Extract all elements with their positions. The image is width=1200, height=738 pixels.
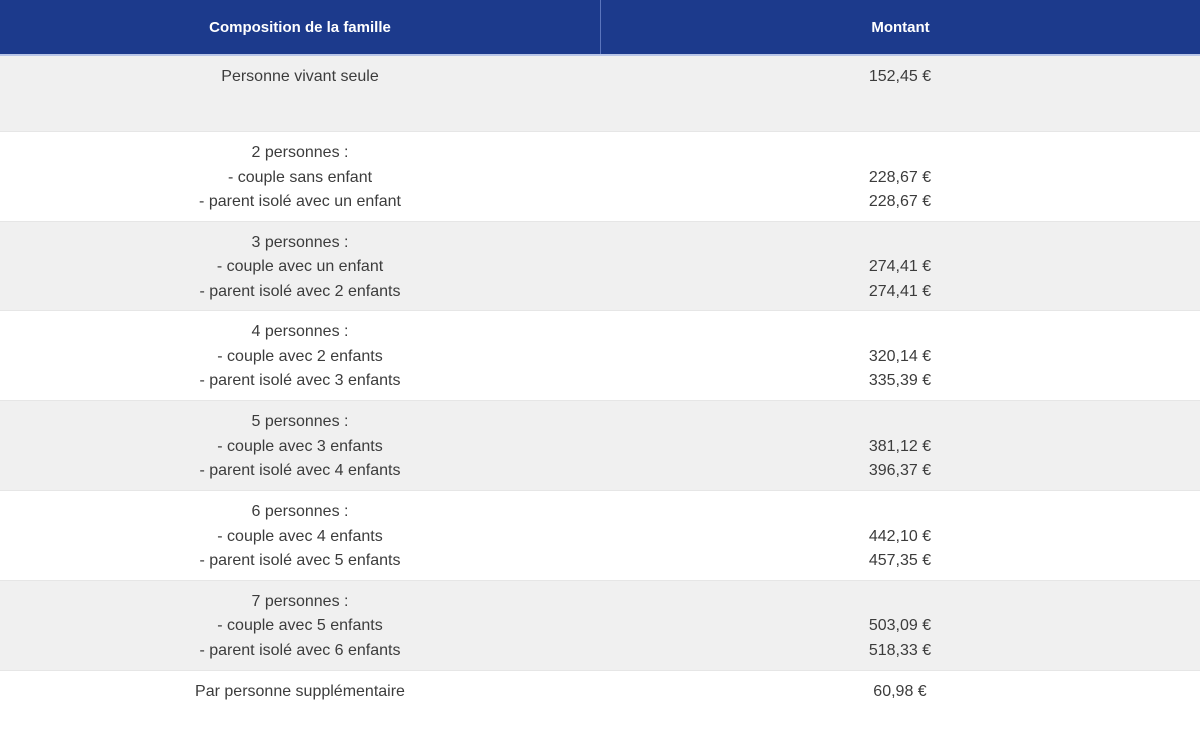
amount-line: 152,45 € [868, 68, 932, 85]
amount-line: 335,39 € [868, 372, 932, 389]
composition-line: - couple avec 2 enfants [217, 347, 383, 365]
montant-cell: 381,12 € 396,37 € [600, 401, 1200, 490]
amount-line: 274,41 € [868, 258, 932, 275]
composition-line: - couple avec 4 enfants [217, 527, 383, 545]
composition-line: - couple avec un enfant [216, 258, 384, 275]
montant-cell: 274,41 € 274,41 € [600, 222, 1200, 311]
table-row: 3 personnes : - couple avec un enfant - pa… [0, 220, 1200, 311]
montant-cell: 228,67 € 228,67 € [600, 132, 1200, 221]
amount-line: 503,09 € [868, 617, 932, 634]
montant-cell: 60,98 € [600, 671, 1200, 714]
montant-cell: 320,14 € 335,39 € [600, 311, 1200, 400]
composition-cell: 6 personnes : - couple avec 4 enfants - pa… [0, 491, 600, 580]
montant-cell: 152,45 € [600, 56, 1200, 131]
table-row: 2 personnes : - couple sans enfant - paren… [0, 131, 1200, 221]
table-header-row: Composition de la famille Montant [0, 0, 1200, 56]
composition-line: - couple avec 3 enfants [217, 437, 383, 455]
composition-cell: 3 personnes : - couple avec un enfant - pa… [0, 222, 600, 311]
header-cell-montant: Montant [600, 0, 1200, 54]
amount-line: 320,14 € [868, 347, 932, 365]
composition-cell: Personne vivant seule [0, 56, 600, 131]
amount-line [612, 500, 1188, 525]
composition-line: Par personne supplémentaire [195, 682, 405, 700]
family-composition-table: Composition de la famille Montant Person… [0, 0, 1200, 714]
table-row: Par personne supplémentaire 60,98 € [0, 669, 1200, 714]
montant-cell: 442,10 € 457,35 € [600, 491, 1200, 580]
amount-line: 228,67 € [868, 168, 932, 186]
amount-line [612, 410, 1188, 435]
amount-line [612, 141, 1188, 166]
composition-cell: 2 personnes : - couple sans enfant - paren… [0, 132, 600, 221]
composition-line: 3 personnes : [251, 233, 349, 251]
composition-line: 2 personnes : [251, 144, 349, 161]
montant-column-header: Montant [871, 18, 930, 36]
composition-line: 6 personnes : [251, 503, 349, 520]
composition-line: 4 personnes : [251, 323, 349, 340]
amount-line: 396,37 € [868, 462, 932, 479]
composition-line: - parent isolé avec un enfant [199, 193, 401, 210]
composition-line: - parent isolé avec 5 enfants [199, 552, 401, 569]
table-row: 6 personnes : - couple avec 4 enfants - pa… [0, 490, 1200, 580]
table-body: Personne vivant seule 152,45 € 2 personn… [0, 56, 1200, 714]
amount-line: 457,35 € [868, 552, 932, 569]
composition-line: 5 personnes : [251, 413, 349, 430]
composition-cell: Par personne supplémentaire [0, 671, 600, 714]
amount-line: 381,12 € [868, 437, 932, 455]
table-row: 5 personnes : - couple avec 3 enfants - pa… [0, 400, 1200, 490]
table-row: 4 personnes : - couple avec 2 enfants - pa… [0, 310, 1200, 400]
composition-cell: 4 personnes : - couple avec 2 enfants - pa… [0, 311, 600, 400]
amount-line [612, 590, 1188, 615]
amount-line: 274,41 € [868, 282, 932, 300]
table-row: Personne vivant seule 152,45 € [0, 56, 1200, 131]
amount-line: 442,10 € [868, 527, 932, 545]
composition-line: - couple sans enfant [227, 168, 373, 186]
montant-cell: 503,09 € 518,33 € [600, 581, 1200, 670]
composition-cell: 5 personnes : - couple avec 3 enfants - pa… [0, 401, 600, 490]
composition-line: - parent isolé avec 4 enfants [199, 462, 401, 479]
composition-line: - parent isolé avec 3 enfants [199, 372, 401, 389]
composition-line: 7 personnes : [251, 592, 349, 610]
amount-line: 60,98 € [873, 682, 927, 700]
composition-line: - couple avec 5 enfants [217, 617, 383, 634]
amount-line [612, 320, 1188, 345]
amount-line: 518,33 € [868, 641, 932, 659]
composition-line: - parent isolé avec 2 enfants [199, 282, 401, 300]
composition-cell: 7 personnes : - couple avec 5 enfants - pa… [0, 581, 600, 670]
composition-line: - parent isolé avec 6 enfants [199, 641, 401, 659]
composition-column-header: Composition de la famille [209, 18, 391, 36]
amount-line: 228,67 € [868, 193, 932, 210]
header-cell-composition: Composition de la famille [0, 0, 600, 54]
table-row: 7 personnes : - couple avec 5 enfants - pa… [0, 579, 1200, 670]
composition-line: Personne vivant seule [221, 68, 379, 85]
amount-line [612, 231, 1188, 256]
